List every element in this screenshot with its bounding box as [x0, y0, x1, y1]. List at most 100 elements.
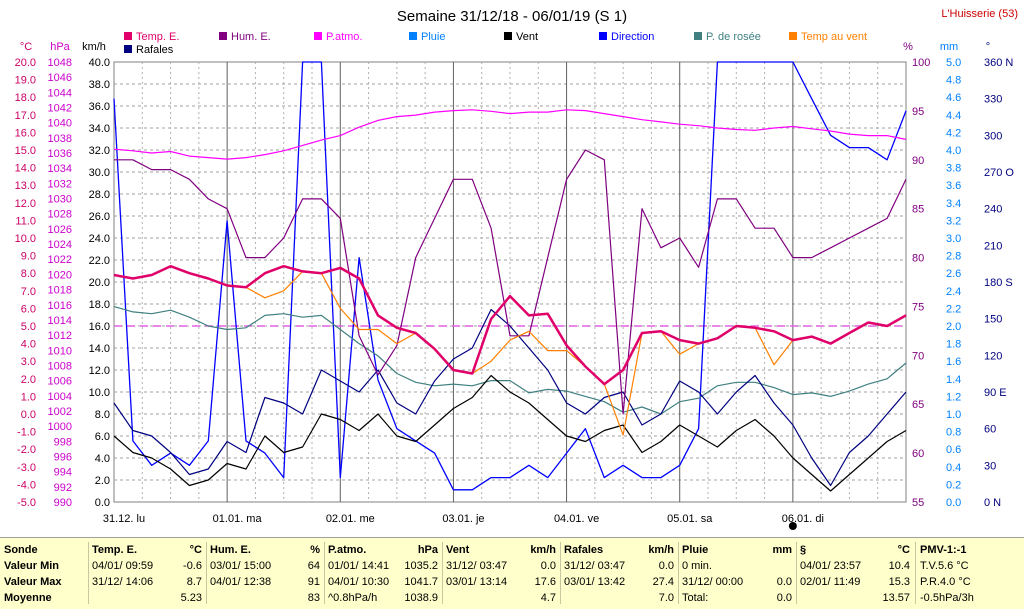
axis-tick-press: 1000 [48, 421, 72, 433]
axis-tick-press: 1030 [48, 194, 72, 206]
series-line-p-atmo- [113, 109, 907, 160]
axis-tick-press: 1040 [48, 118, 72, 130]
axis-tick-hum: 100 [912, 57, 930, 69]
axis-tick-temp: 10.0 [15, 233, 36, 245]
axis-tick-press: 1038 [48, 133, 72, 145]
x-day-label: 31.12. lu [103, 513, 145, 525]
legend-swatch [599, 32, 607, 40]
axis-tick-press: 1046 [48, 72, 72, 84]
stats-min-time: 31/12/ 03:47 [564, 560, 626, 572]
axis-tick-temp: 11.0 [15, 215, 36, 227]
axis-tick-dir: 120 [984, 350, 1002, 362]
stats-max-time: 04/01/ 12:38 [210, 576, 272, 588]
axis-tick-rain: 3.0 [946, 233, 961, 245]
axis-tick-temp: 20.0 [15, 57, 36, 69]
legend-label: Pluie [421, 31, 445, 43]
pmv-column: PMV-1:-1 T.V.5.6 °C P.R.4.0 °C -0.5hPa/3… [916, 542, 1024, 606]
series-line-direction [113, 61, 907, 491]
axis-tick-rain: 0.0 [946, 497, 961, 509]
series-line-p-de-ros-e [113, 306, 907, 415]
axis-tick-rain: 2.2 [946, 303, 961, 315]
axis-tick-temp: 16.0 [15, 127, 36, 139]
stats-avg-value: 0.0 [776, 592, 792, 604]
legend-swatch [789, 32, 797, 40]
axis-tick-press: 1048 [48, 57, 72, 69]
axis-tick-rain: 2.8 [946, 251, 961, 263]
stats-col-unit: °C [189, 544, 202, 556]
axis-tick-wind: 30.0 [89, 167, 110, 179]
axis-unit-temp: °C [20, 41, 32, 53]
stats-column: Rafales km/h 31/12/ 03:47 0.0 03/01/ 13:42 27… [560, 542, 678, 606]
axis-tick-press: 1020 [48, 269, 72, 281]
axis-tick-hum: 55 [912, 497, 924, 509]
axis-tick-press: 992 [54, 482, 72, 494]
axis-tick-rain: 4.6 [946, 92, 961, 104]
axis-tick-temp: 4.0 [21, 339, 36, 351]
chart-series [113, 61, 907, 492]
legend-swatch [124, 32, 132, 40]
stats-max-value: 91 [307, 576, 320, 588]
stats-max-time: 04/01/ 10:30 [328, 576, 390, 588]
stats-col-title: Hum. E. [210, 544, 251, 556]
chart-title: Semaine 31/12/18 - 06/01/19 (S 1) [397, 8, 627, 25]
axis-tick-wind: 6.0 [95, 431, 110, 443]
axis-tick-rain: 1.8 [946, 339, 961, 351]
legend-label: Direction [611, 31, 654, 43]
axis-tick-hum: 65 [912, 399, 924, 411]
axis-tick-rain: 3.6 [946, 180, 961, 192]
legend-swatch [409, 32, 417, 40]
stats-column: Hum. E.% 03/01/ 15:00 64 04/01/ 12:38 91 83 [206, 542, 324, 606]
stats-min-value: -0.6 [183, 560, 202, 572]
stats-max-value: 8.7 [186, 576, 202, 588]
axis-unit-wind: km/h [82, 41, 106, 53]
stats-max-time: 31/12/ 00:00 [682, 576, 744, 588]
axis-tick-temp: 9.0 [21, 251, 36, 263]
axis-tick-wind: 38.0 [89, 79, 110, 91]
axis-tick-temp: -2.0 [17, 444, 36, 456]
axis-tick-temp: 3.0 [21, 356, 36, 368]
axis-tick-dir: 30 [984, 460, 996, 472]
axis-tick-press: 998 [54, 436, 72, 448]
stats-min-value: 0.0 [540, 560, 556, 572]
pmv-header: PMV-1:-1 [920, 544, 967, 556]
axis-tick-wind: 10.0 [89, 387, 110, 399]
axis-tick-press: 1034 [48, 163, 72, 175]
axis-tick-temp: 0.0 [21, 409, 36, 421]
axis-tick-rain: 0.6 [946, 444, 961, 456]
x-day-label: 02.01. me [326, 513, 375, 525]
axis-tick-temp: 13.0 [15, 180, 36, 192]
stats-max-time: 03/01/ 13:14 [446, 576, 508, 588]
axis-tick-wind: 40.0 [89, 57, 110, 69]
stats-avg-value: 1038.9 [404, 592, 438, 604]
axis-tick-rain: 3.2 [946, 215, 961, 227]
axis-tick-rain: 4.8 [946, 75, 961, 87]
stats-max-value: 17.6 [534, 576, 556, 588]
stats-col-unit: °C [897, 544, 910, 556]
weather-chart: Semaine 31/12/18 - 06/01/19 (S 1) L'Huis… [0, 0, 1024, 537]
axis-tick-rain: 3.4 [946, 198, 961, 210]
stats-col-title: Vent [446, 544, 470, 556]
axis-unit-rain: mm [940, 41, 958, 53]
axis-tick-press: 1044 [48, 87, 72, 99]
axis-tick-press: 994 [54, 467, 72, 479]
axis-tick-wind: 8.0 [95, 409, 110, 421]
axis-tick-press: 1010 [48, 345, 72, 357]
axis-tick-wind: 24.0 [89, 233, 110, 245]
axis-tick-temp: -3.0 [17, 462, 36, 474]
chart-legend: Temp. E. Hum. E. P.atmo. Pluie Vent Direction… [124, 31, 867, 56]
axis-tick-rain: 1.4 [946, 374, 961, 386]
stats-avg-value: 13.57 [882, 592, 910, 604]
chart-grid [113, 61, 907, 503]
stats-min-value: 64 [307, 560, 320, 572]
axis-tick-rain: 5.0 [946, 57, 961, 69]
stats-max-time: 03/01/ 13:42 [564, 576, 626, 588]
stats-col-unit: hPa [417, 544, 438, 556]
axis-tick-press: 1042 [48, 103, 72, 115]
axis-tick-hum: 85 [912, 204, 924, 216]
axis-unit-press: hPa [50, 41, 70, 53]
row-label-avg: Moyenne [4, 592, 52, 604]
axis-tick-temp: 5.0 [21, 321, 36, 333]
axis-tick-press: 1012 [48, 330, 72, 342]
axis-tick-dir: 360 N [984, 57, 1013, 69]
axis-tick-wind: 32.0 [89, 145, 110, 157]
